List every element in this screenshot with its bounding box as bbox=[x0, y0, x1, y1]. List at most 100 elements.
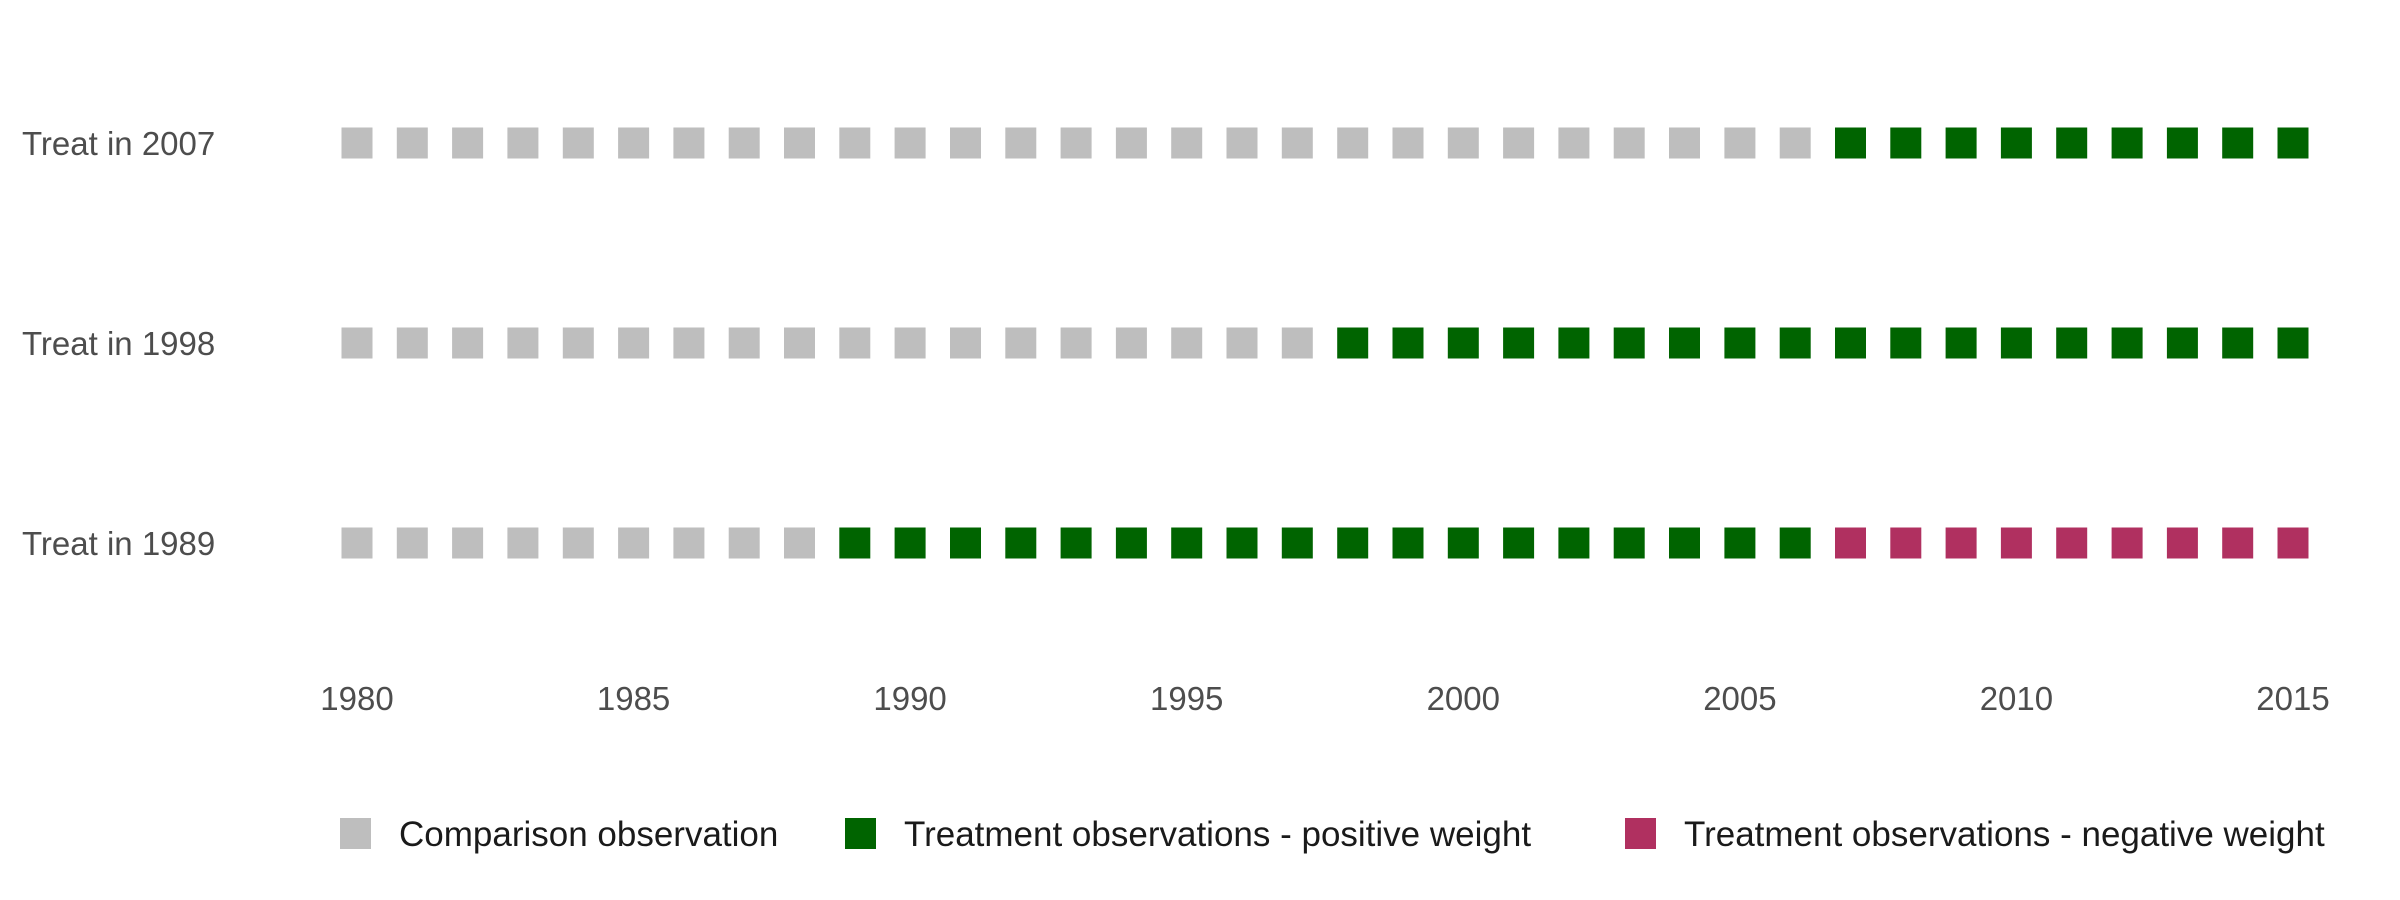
x-tick-label: 1995 bbox=[1150, 680, 1223, 717]
comparison-marker-2006 bbox=[1779, 127, 1811, 159]
comparison-marker-1991 bbox=[950, 327, 981, 359]
positive-marker-1993 bbox=[1060, 527, 1092, 559]
x-tick-label: 2015 bbox=[2256, 680, 2329, 717]
comparison-marker-1992 bbox=[1005, 127, 1037, 159]
legend-item-comparison: Comparison observation bbox=[340, 815, 778, 854]
comparison-marker-1997 bbox=[1281, 127, 1313, 159]
positive-marker-2001 bbox=[1503, 527, 1535, 559]
positive-marker-1999 bbox=[1392, 527, 1424, 559]
positive-marker-1991 bbox=[950, 527, 981, 559]
comparison-marker-1982 bbox=[452, 327, 484, 359]
positive-marker-2010 bbox=[2000, 327, 2032, 359]
comparison-marker-1993 bbox=[1060, 127, 1092, 159]
comparison-marker-1998 bbox=[1337, 127, 1369, 159]
x-tick-label: 1985 bbox=[597, 680, 670, 717]
legend: Comparison observation Treatment observat… bbox=[340, 815, 2325, 854]
row-label: Treat in 1998 bbox=[22, 325, 215, 362]
positive-marker-2006 bbox=[1779, 527, 1811, 559]
positive-marker-2002 bbox=[1558, 527, 1590, 559]
positive-marker-2015 bbox=[2277, 127, 2309, 159]
x-axis: 1980 1985 1990 1995 2000 2005 2010 2015 bbox=[320, 680, 2329, 717]
row-0: Treat in 2007 bbox=[22, 125, 2309, 162]
comparison-marker-1986 bbox=[673, 327, 705, 359]
comparison-marker-1988 bbox=[784, 527, 815, 559]
negative-marker-2012 bbox=[2111, 527, 2143, 559]
comparison-marker-1986 bbox=[673, 127, 705, 159]
comparison-marker-1982 bbox=[452, 527, 484, 559]
negative-marker-2013 bbox=[2166, 527, 2198, 559]
positive-marker-2005 bbox=[1724, 527, 1756, 559]
comparison-marker-1983 bbox=[507, 127, 539, 159]
comparison-marker-1994 bbox=[1115, 327, 1147, 359]
negative-marker-2015 bbox=[2277, 527, 2309, 559]
positive-marker-2001 bbox=[1503, 327, 1535, 359]
comparison-marker-1995 bbox=[1171, 327, 1203, 359]
comparison-marker-1999 bbox=[1392, 127, 1424, 159]
positive-marker-2008 bbox=[1890, 327, 1922, 359]
comparison-marker-2002 bbox=[1558, 127, 1590, 159]
comparison-marker-1982 bbox=[452, 127, 484, 159]
comparison-marker-1983 bbox=[507, 527, 539, 559]
negative-marker-2014 bbox=[2222, 527, 2254, 559]
comparison-marker-1992 bbox=[1005, 327, 1037, 359]
comparison-marker-1981 bbox=[396, 527, 428, 559]
row-label: Treat in 2007 bbox=[22, 125, 215, 162]
positive-marker-2009 bbox=[1945, 127, 1977, 159]
positive-marker-1992 bbox=[1005, 527, 1037, 559]
positive-marker-2014 bbox=[2222, 327, 2254, 359]
comparison-marker-1988 bbox=[784, 327, 815, 359]
positive-marker-2003 bbox=[1613, 327, 1645, 359]
comparison-marker-1981 bbox=[396, 127, 428, 159]
positive-marker-2013 bbox=[2166, 327, 2198, 359]
comparison-marker-1995 bbox=[1171, 127, 1203, 159]
positive-marker-2009 bbox=[1945, 327, 1977, 359]
x-tick-label: 2005 bbox=[1703, 680, 1776, 717]
positive-marker-1990 bbox=[894, 527, 926, 559]
positive-marker-1994 bbox=[1115, 527, 1147, 559]
positive-marker-1997 bbox=[1281, 527, 1313, 559]
positive-marker-2007 bbox=[1835, 327, 1866, 359]
legend-label: Treatment observations - positive weight bbox=[904, 815, 1531, 854]
comparison-marker-1980 bbox=[341, 527, 373, 559]
positive-marker-2013 bbox=[2166, 127, 2198, 159]
positive-marker-2011 bbox=[2056, 127, 2088, 159]
comparison-marker-1984 bbox=[562, 327, 594, 359]
comparison-marker-1990 bbox=[894, 127, 926, 159]
comparison-marker-2003 bbox=[1613, 127, 1645, 159]
legend-key-negative bbox=[1625, 818, 1656, 849]
comparison-marker-1984 bbox=[562, 527, 594, 559]
comparison-marker-2005 bbox=[1724, 127, 1756, 159]
positive-marker-2000 bbox=[1447, 327, 1479, 359]
comparison-marker-1996 bbox=[1226, 127, 1258, 159]
comparison-marker-1983 bbox=[507, 327, 539, 359]
positive-marker-2005 bbox=[1724, 327, 1756, 359]
comparison-marker-1986 bbox=[673, 527, 705, 559]
positive-marker-1996 bbox=[1226, 527, 1258, 559]
positive-marker-1989 bbox=[839, 527, 871, 559]
x-tick-label: 1990 bbox=[873, 680, 946, 717]
comparison-marker-1980 bbox=[341, 127, 373, 159]
comparison-marker-1994 bbox=[1115, 127, 1147, 159]
positive-marker-2012 bbox=[2111, 327, 2143, 359]
comparison-marker-1989 bbox=[839, 327, 871, 359]
positive-marker-2010 bbox=[2000, 127, 2032, 159]
negative-marker-2010 bbox=[2000, 527, 2032, 559]
comparison-marker-1993 bbox=[1060, 327, 1092, 359]
positive-marker-2008 bbox=[1890, 127, 1922, 159]
row-2: Treat in 1989 bbox=[22, 525, 2309, 562]
positive-marker-1999 bbox=[1392, 327, 1424, 359]
legend-item-negative: Treatment observations - negative weight bbox=[1625, 815, 2325, 854]
comparison-marker-1985 bbox=[618, 527, 650, 559]
positive-marker-2002 bbox=[1558, 327, 1590, 359]
comparison-marker-1997 bbox=[1281, 327, 1313, 359]
comparison-marker-1987 bbox=[728, 527, 760, 559]
negative-marker-2008 bbox=[1890, 527, 1922, 559]
positive-marker-2011 bbox=[2056, 327, 2088, 359]
row-label: Treat in 1989 bbox=[22, 525, 215, 562]
comparison-marker-1981 bbox=[396, 327, 428, 359]
comparison-marker-1987 bbox=[728, 127, 760, 159]
rows-layer: Treat in 2007 Treat in 1998 Treat in 1989 bbox=[22, 125, 2309, 562]
comparison-marker-1984 bbox=[562, 127, 594, 159]
row-1: Treat in 1998 bbox=[22, 325, 2309, 362]
